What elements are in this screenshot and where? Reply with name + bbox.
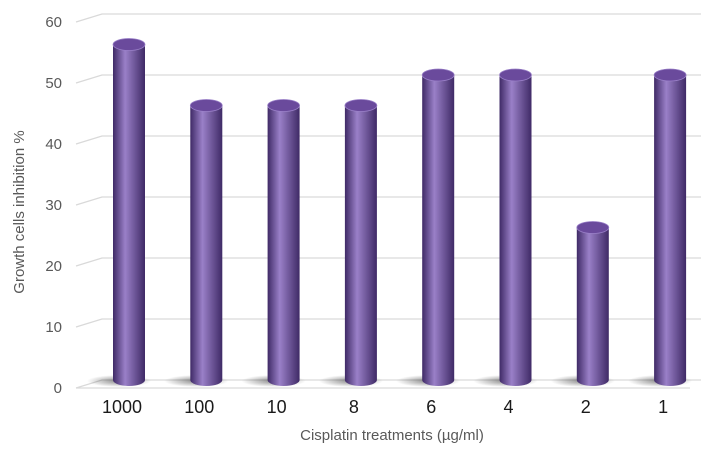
y-tick-label: 60	[45, 14, 62, 31]
bar	[164, 99, 229, 387]
x-tick-label: 4	[503, 397, 513, 417]
y-tick-label: 50	[45, 75, 62, 92]
y-tick-label: 40	[45, 136, 62, 153]
y-tick-label: 20	[45, 258, 62, 275]
x-tick-label: 10	[267, 397, 287, 417]
y-tick-label: 30	[45, 197, 62, 214]
x-axis-title: Cisplatin treatments (µg/ml)	[300, 427, 484, 444]
y-tick-label: 0	[54, 380, 62, 397]
y-axis-title: Growth cells inhibition %	[11, 130, 28, 293]
gridline	[75, 196, 701, 206]
x-tick-label: 8	[349, 397, 359, 417]
bar	[87, 38, 151, 387]
gridline	[75, 13, 701, 23]
bar	[473, 68, 538, 387]
y-tick-label: 10	[45, 319, 62, 336]
bar	[396, 68, 461, 387]
gridline	[75, 135, 701, 145]
gridline	[75, 74, 701, 84]
bar	[241, 99, 306, 387]
x-tick-label: 1	[658, 397, 668, 417]
bar	[628, 68, 693, 387]
x-tick-label: 6	[426, 397, 436, 417]
x-tick-label: 2	[581, 397, 591, 417]
x-tick-label: 1000	[102, 397, 142, 417]
grid-lines	[75, 13, 701, 389]
bars	[87, 38, 693, 387]
x-axis-ticks: 1000 100 10 8 6 4 2 1	[102, 397, 668, 417]
x-tick-label: 100	[184, 397, 214, 417]
y-axis-ticks: 0 10 20 30 40 50 60	[45, 14, 62, 397]
bar	[318, 99, 383, 387]
bar	[550, 221, 615, 387]
